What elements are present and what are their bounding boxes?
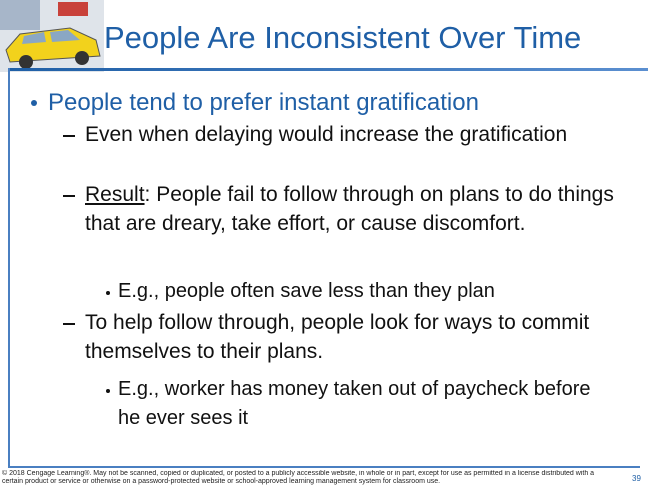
rule — [8, 68, 648, 71]
bullet-text: People tend to prefer instant gratificat… — [48, 89, 479, 116]
slide: People Are Inconsistent Over Time People… — [0, 0, 657, 488]
bullet-item: To help follow through, people look for … — [85, 308, 625, 366]
bullet — [31, 100, 37, 106]
bullet-text: : People fail to follow through on plans… — [85, 183, 614, 235]
bullet-item: People tend to prefer instant gratificat… — [48, 88, 638, 117]
header-image — [0, 0, 104, 72]
bullet — [106, 291, 110, 295]
slide-title: People Are Inconsistent Over Time — [104, 20, 657, 56]
dash — [63, 135, 75, 137]
bullet-item: Result: People fail to follow through on… — [85, 180, 625, 238]
rule — [8, 68, 10, 468]
bullet-label: Result — [85, 183, 145, 206]
page-number: 39 — [632, 474, 641, 483]
bullet-text: To help follow through, people look for … — [85, 311, 589, 363]
bullet-text: Even when delaying would increase the gr… — [85, 123, 567, 146]
bullet-item: E.g., people often save less than they p… — [118, 277, 618, 306]
rule — [8, 466, 640, 468]
bullet-item: Even when delaying would increase the gr… — [85, 120, 625, 149]
bullet-text: E.g., people often save less than they p… — [118, 280, 495, 302]
copyright: © 2018 Cengage Learning®. May not be sca… — [2, 470, 612, 488]
dash — [63, 195, 75, 197]
bullet-text: E.g., worker has money taken out of payc… — [118, 378, 590, 429]
bullet-item: E.g., worker has money taken out of payc… — [118, 375, 618, 433]
dash — [63, 323, 75, 325]
bullet — [106, 389, 110, 393]
